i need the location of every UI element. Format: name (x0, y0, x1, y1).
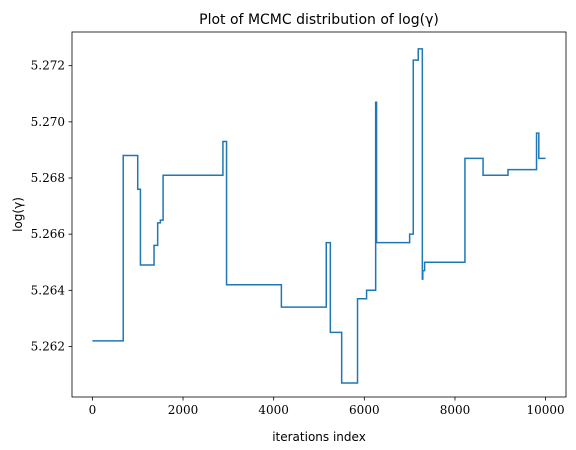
y-axis-ticks: 5.262 5.264 5.266 5.268 5.270 5.272 (31, 59, 72, 353)
y-tick-label: 5.262 (31, 339, 65, 353)
y-axis-label: log(γ) (11, 197, 25, 232)
x-axis-label: iterations index (272, 430, 366, 444)
x-tick-label: 2000 (168, 403, 199, 417)
axes-frame (71, 31, 567, 398)
x-tick-label: 10000 (527, 403, 565, 417)
x-tick-label: 0 (89, 403, 97, 417)
x-tick-label: 4000 (258, 403, 289, 417)
y-tick-label: 5.268 (31, 171, 65, 185)
plot-area (71, 31, 567, 398)
y-tick-label: 5.272 (31, 59, 65, 73)
x-tick-label: 8000 (440, 403, 471, 417)
y-tick-label: 5.266 (31, 227, 65, 241)
y-tick-label: 5.264 (31, 283, 66, 297)
trace-line (92, 48, 546, 384)
y-tick-label: 5.270 (31, 115, 65, 129)
chart-title: Plot of MCMC distribution of log(γ) (199, 12, 439, 28)
x-axis-ticks: 0 2000 4000 6000 8000 10000 (89, 397, 565, 417)
x-tick-label: 6000 (349, 403, 380, 417)
